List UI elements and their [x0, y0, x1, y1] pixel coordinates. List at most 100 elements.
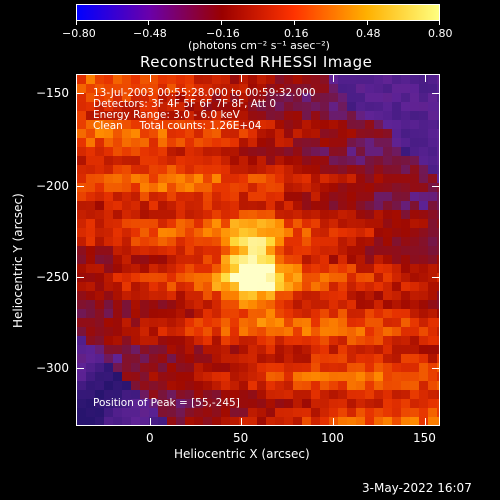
image-pixel	[338, 192, 347, 201]
image-pixel	[392, 183, 401, 192]
image-pixel	[104, 102, 113, 111]
image-pixel	[122, 174, 131, 183]
image-pixel	[194, 282, 203, 291]
image-pixel	[140, 192, 149, 201]
image-pixel	[356, 399, 365, 408]
image-pixel	[383, 156, 392, 165]
image-pixel	[113, 84, 122, 93]
image-pixel	[374, 273, 383, 282]
image-pixel	[266, 84, 275, 93]
image-pixel	[437, 372, 439, 381]
image-plot-area[interactable]: 13-Jul-2003 00:55:28.000 to 00:59:32.000…	[76, 74, 440, 426]
image-pixel	[275, 246, 284, 255]
image-pixel	[239, 336, 248, 345]
image-pixel	[86, 381, 95, 390]
image-pixel	[194, 75, 203, 84]
image-pixel	[77, 309, 86, 318]
image-pixel	[347, 147, 356, 156]
image-pixel	[131, 201, 140, 210]
image-pixel	[275, 264, 284, 273]
image-pixel	[257, 399, 266, 408]
image-pixel	[158, 111, 167, 120]
image-pixel	[410, 255, 419, 264]
image-pixel	[275, 129, 284, 138]
image-pixel	[95, 228, 104, 237]
image-pixel	[230, 75, 239, 84]
image-pixel	[437, 165, 439, 174]
image-pixel	[392, 156, 401, 165]
image-pixel	[86, 255, 95, 264]
image-pixel	[347, 228, 356, 237]
image-pixel	[212, 174, 221, 183]
image-pixel	[239, 399, 248, 408]
image-pixel	[95, 129, 104, 138]
image-pixel	[158, 201, 167, 210]
image-pixel	[212, 201, 221, 210]
image-pixel	[248, 408, 257, 417]
image-pixel	[185, 174, 194, 183]
image-pixel	[320, 129, 329, 138]
image-pixel	[257, 201, 266, 210]
image-pixel	[365, 336, 374, 345]
image-pixel	[374, 183, 383, 192]
image-pixel	[293, 264, 302, 273]
image-pixel	[320, 183, 329, 192]
image-pixel	[257, 390, 266, 399]
image-pixel	[437, 120, 439, 129]
image-pixel	[257, 345, 266, 354]
image-pixel	[257, 363, 266, 372]
image-pixel	[203, 219, 212, 228]
image-pixel	[167, 102, 176, 111]
image-pixel	[122, 192, 131, 201]
image-pixel	[392, 264, 401, 273]
image-pixel	[311, 165, 320, 174]
image-pixel	[95, 408, 104, 417]
image-pixel	[122, 246, 131, 255]
image-pixel	[113, 201, 122, 210]
image-pixel	[194, 84, 203, 93]
image-pixel	[131, 363, 140, 372]
image-pixel	[176, 183, 185, 192]
image-pixel	[230, 219, 239, 228]
image-pixel	[428, 246, 437, 255]
image-pixel	[266, 273, 275, 282]
image-pixel	[365, 282, 374, 291]
image-pixel	[230, 228, 239, 237]
image-pixel	[419, 129, 428, 138]
image-pixel	[410, 84, 419, 93]
image-pixel	[122, 138, 131, 147]
image-pixel	[185, 309, 194, 318]
image-pixel	[437, 84, 439, 93]
image-pixel	[365, 408, 374, 417]
image-pixel	[383, 75, 392, 84]
image-pixel	[86, 102, 95, 111]
image-pixel	[320, 246, 329, 255]
image-pixel	[140, 75, 149, 84]
image-pixel	[248, 156, 257, 165]
image-pixel	[185, 255, 194, 264]
image-pixel	[302, 273, 311, 282]
image-pixel	[113, 309, 122, 318]
image-pixel	[122, 273, 131, 282]
image-pixel	[140, 399, 149, 408]
image-pixel	[194, 381, 203, 390]
image-pixel	[248, 192, 257, 201]
image-pixel	[257, 354, 266, 363]
image-pixel	[113, 174, 122, 183]
image-pixel	[338, 318, 347, 327]
image-pixel	[401, 156, 410, 165]
image-pixel	[176, 237, 185, 246]
image-pixel	[185, 354, 194, 363]
image-pixel	[266, 372, 275, 381]
image-pixel	[149, 390, 158, 399]
image-pixel	[365, 201, 374, 210]
image-pixel	[383, 93, 392, 102]
image-pixel	[185, 228, 194, 237]
image-pixel	[248, 183, 257, 192]
image-pixel	[230, 399, 239, 408]
image-pixel	[347, 156, 356, 165]
image-pixel	[356, 372, 365, 381]
image-pixel	[311, 282, 320, 291]
image-pixel	[86, 246, 95, 255]
image-pixel	[275, 417, 284, 425]
